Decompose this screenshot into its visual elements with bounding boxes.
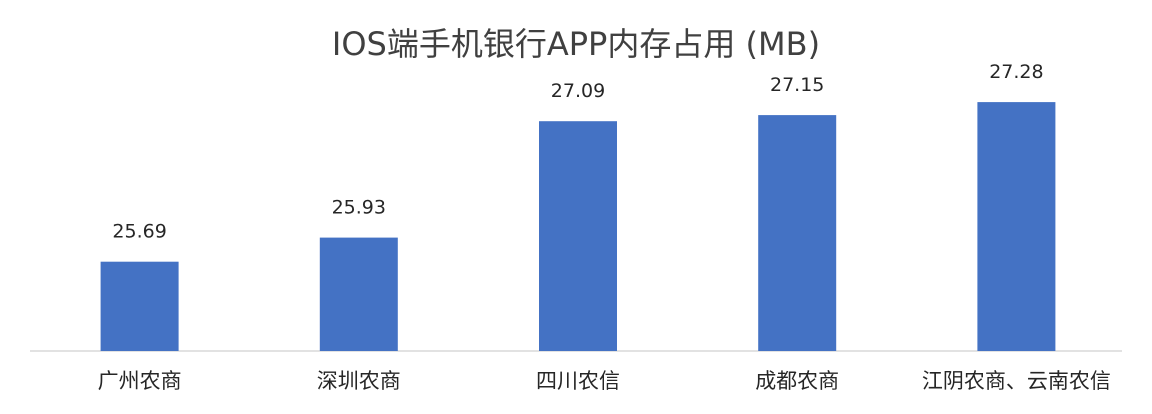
bar-5 — [977, 102, 1056, 351]
value-label-1: 25.69 — [112, 221, 166, 243]
bar-1 — [100, 261, 179, 351]
category-label-3: 四川农信 — [536, 369, 620, 393]
category-label-2: 深圳农商 — [317, 369, 401, 393]
bar-3 — [539, 121, 617, 351]
category-label-4: 成都农商 — [755, 369, 839, 393]
value-label-5: 27.28 — [989, 61, 1043, 83]
bars-group: 25.69 广州农商 25.93 深圳农商 27.09 四川农信 27.15 成都农商 27.2… — [98, 61, 1111, 393]
chart-title: IOS端手机银行APP内存占用 (MB) — [332, 25, 820, 63]
category-label-5: 江阴农商、云南农信 — [922, 369, 1111, 393]
bar-2 — [319, 237, 398, 351]
bar-4 — [758, 115, 837, 351]
category-label-1: 广州农商 — [98, 369, 182, 393]
value-label-2: 25.93 — [332, 197, 386, 219]
value-label-4: 27.15 — [770, 74, 824, 96]
value-label-3: 27.09 — [551, 80, 605, 102]
